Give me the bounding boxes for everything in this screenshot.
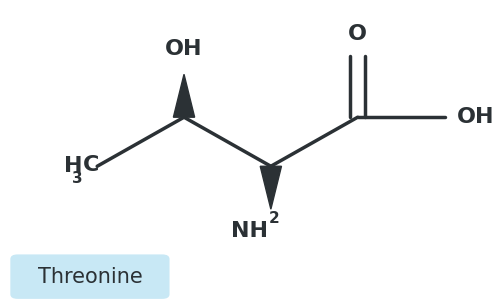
Text: OH: OH: [456, 107, 494, 127]
Text: NH: NH: [232, 221, 268, 241]
Polygon shape: [174, 74, 195, 117]
Text: OH: OH: [166, 39, 203, 59]
Polygon shape: [260, 166, 281, 209]
FancyBboxPatch shape: [10, 254, 170, 299]
Text: 2: 2: [268, 211, 279, 226]
Text: H: H: [64, 156, 82, 176]
Text: 3: 3: [72, 171, 83, 186]
Text: O: O: [348, 24, 367, 44]
Text: Threonine: Threonine: [38, 267, 142, 287]
Text: C: C: [82, 155, 99, 175]
